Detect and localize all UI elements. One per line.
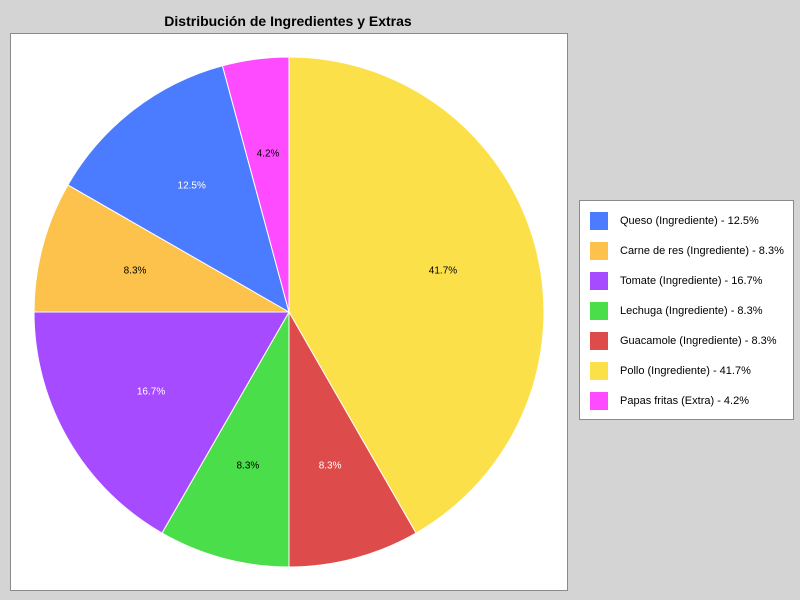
chart-title: Distribución de Ingredientes y Extras: [164, 13, 412, 29]
legend-swatch: [590, 332, 608, 350]
legend-item: Pollo (Ingrediente) - 41.7%: [590, 361, 751, 381]
legend-label: Lechuga (Ingrediente) - 8.3%: [620, 305, 763, 317]
slice-percent-label: 4.2%: [257, 149, 280, 160]
legend-label: Pollo (Ingrediente) - 41.7%: [620, 365, 751, 377]
legend-item: Tomate (Ingrediente) - 16.7%: [590, 271, 762, 291]
legend-item: Guacamole (Ingrediente) - 8.3%: [590, 331, 777, 351]
legend-item: Papas fritas (Extra) - 4.2%: [590, 391, 749, 411]
legend-swatch: [590, 302, 608, 320]
legend-label: Guacamole (Ingrediente) - 8.3%: [620, 335, 777, 347]
slice-percent-label: 12.5%: [178, 180, 206, 191]
pie-chart: 41.7% 8.3% 8.3% 16.7% 8.3% 12.5% 4.2%: [33, 56, 545, 568]
legend-item: Lechuga (Ingrediente) - 8.3%: [590, 301, 762, 321]
legend-swatch: [590, 392, 608, 410]
pie-slice: [288, 56, 545, 534]
legend-label: Carne de res (Ingrediente) - 8.3%: [620, 245, 784, 257]
pie-slice: [221, 56, 290, 313]
slice-percent-label: 8.3%: [124, 265, 147, 276]
pie-slice: [67, 65, 290, 314]
slice-percent-label: 8.3%: [237, 460, 260, 471]
legend-item: Carne de res (Ingrediente) - 8.3%: [590, 241, 784, 261]
plot-area: 41.7% 8.3% 8.3% 16.7% 8.3% 12.5% 4.2%: [10, 33, 568, 591]
legend-swatch: [590, 362, 608, 380]
pie-slice: [33, 184, 291, 313]
legend-label: Tomate (Ingrediente) - 16.7%: [620, 275, 763, 287]
slice-percent-label: 16.7%: [137, 386, 165, 397]
pie-slice: [288, 310, 417, 568]
legend-swatch: [590, 272, 608, 290]
legend-item: Queso (Ingrediente) - 12.5%: [590, 211, 759, 231]
legend-swatch: [590, 242, 608, 260]
legend-label: Queso (Ingrediente) - 12.5%: [620, 215, 759, 227]
pie-slice: [33, 311, 290, 534]
pie-slice: [161, 310, 290, 568]
legend-label: Papas fritas (Extra) - 4.2%: [620, 395, 749, 407]
legend-swatch: [590, 212, 608, 230]
legend: Queso (Ingrediente) - 12.5% Carne de res …: [579, 200, 794, 420]
slice-percent-label: 8.3%: [319, 460, 342, 471]
slice-percent-label: 41.7%: [429, 265, 457, 276]
